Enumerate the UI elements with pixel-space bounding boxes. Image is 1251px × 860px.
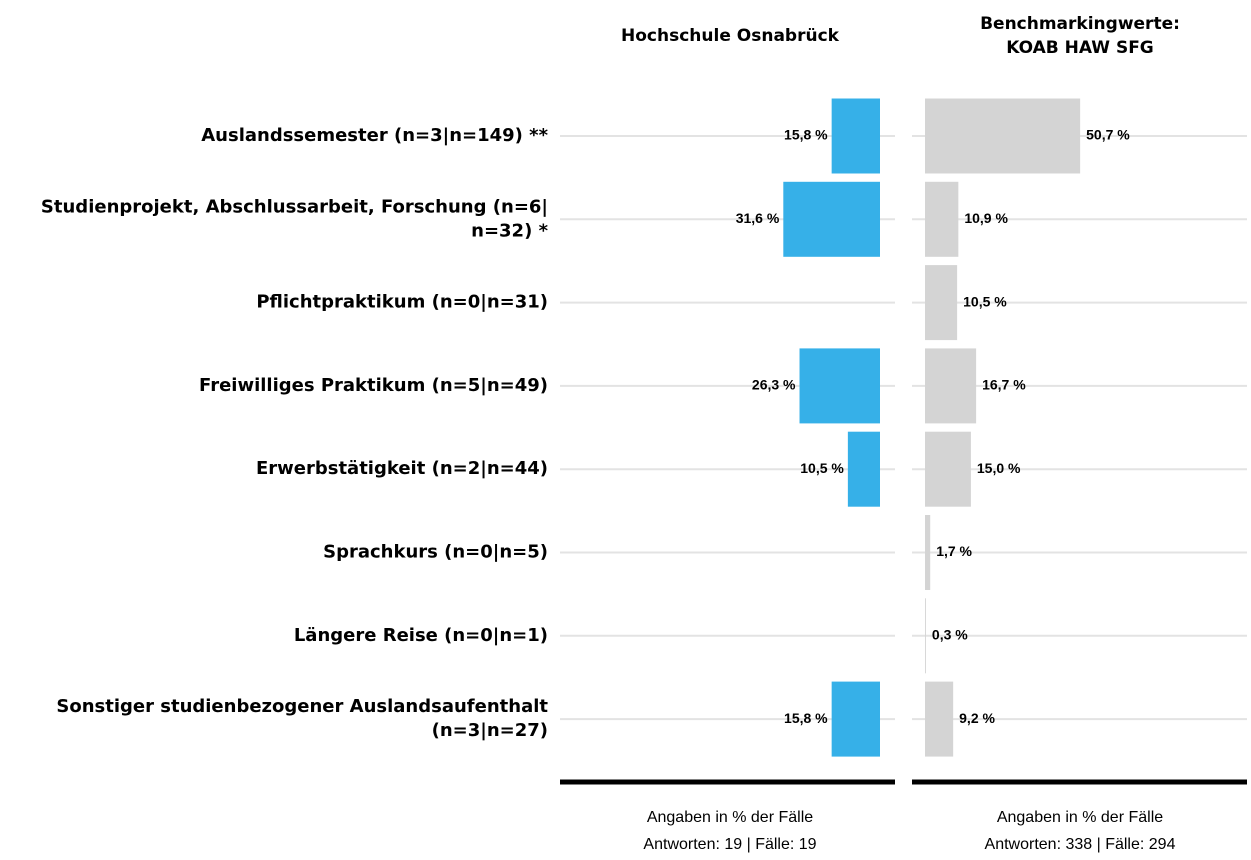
category-label: Sonstiger studienbezogener Auslandsaufen… [56, 696, 548, 717]
value-label: 9,2 % [959, 710, 995, 726]
bar [783, 181, 880, 257]
category-label: Längere Reise (n=0|n=1) [294, 625, 548, 646]
category-label: Freiwilliges Praktikum (n=5|n=49) [199, 375, 548, 396]
bar [925, 181, 959, 257]
bar [925, 265, 958, 341]
bar [925, 598, 926, 674]
bar [925, 515, 931, 590]
footer-note: Angaben in % der Fälle [997, 809, 1163, 826]
category-label: Studienprojekt, Abschlussarbeit, Forschu… [41, 196, 548, 217]
bar [925, 348, 977, 424]
bar [925, 681, 954, 757]
bar [831, 681, 880, 757]
category-label: Sprachkurs (n=0|n=5) [323, 542, 548, 563]
value-label: 31,6 % [736, 210, 780, 226]
bar [799, 348, 880, 424]
category-label: n=32) * [471, 220, 548, 241]
footer-note: Angaben in % der Fälle [647, 809, 813, 826]
footer-note: Antworten: 338 | Fälle: 294 [985, 836, 1176, 853]
value-label: 10,9 % [964, 210, 1008, 226]
value-label: 10,5 % [800, 460, 844, 476]
value-label: 50,7 % [1086, 127, 1130, 143]
value-label: 0,3 % [932, 627, 968, 643]
category-label: (n=3|n=27) [432, 720, 548, 741]
bar [831, 98, 880, 174]
value-label: 15,0 % [977, 460, 1021, 476]
value-label: 1,7 % [936, 543, 972, 559]
category-label: Erwerbstätigkeit (n=2|n=44) [256, 458, 548, 479]
panel-title: KOAB HAW SFG [1006, 38, 1154, 58]
category-label: Pflichtpraktikum (n=0|n=31) [256, 292, 548, 313]
panel-title: Hochschule Osnabrück [621, 26, 840, 46]
panel-title: Benchmarkingwerte: [980, 14, 1180, 34]
value-label: 26,3 % [752, 377, 796, 393]
value-label: 15,8 % [784, 127, 828, 143]
value-label: 10,5 % [963, 293, 1007, 309]
bar [847, 431, 880, 507]
value-label: 16,7 % [982, 377, 1026, 393]
category-label: Auslandssemester (n=3|n=149) ** [201, 125, 548, 146]
footer-note: Antworten: 19 | Fälle: 19 [643, 836, 816, 853]
bar [925, 98, 1081, 174]
bar [925, 431, 971, 507]
value-label: 15,8 % [784, 710, 828, 726]
